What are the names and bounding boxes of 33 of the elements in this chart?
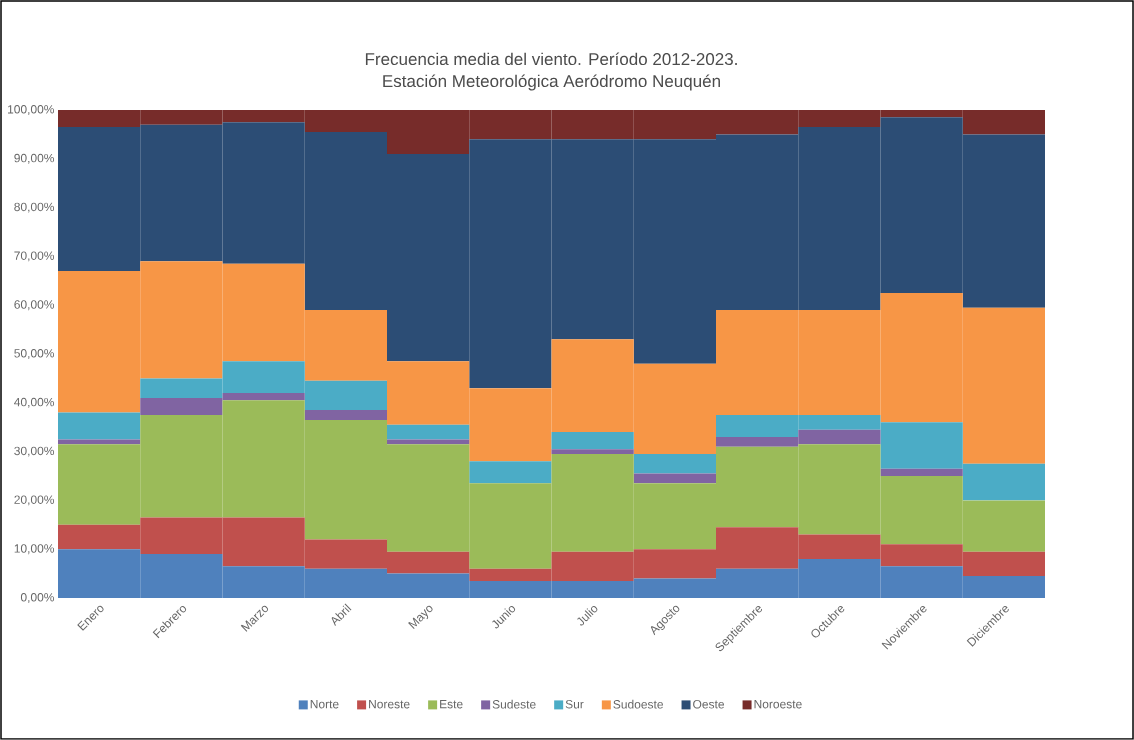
x-tick-label: Julio — [577, 605, 598, 626]
bar — [880, 468, 963, 476]
y-tick-label: 70,00% — [14, 251, 55, 262]
y-tick-label: 40,00% — [14, 397, 55, 408]
bar — [551, 449, 634, 455]
bar — [551, 432, 634, 450]
y-tick-label: 20,00% — [14, 495, 55, 506]
legend-label: Sur — [565, 699, 584, 709]
bar — [304, 410, 388, 420]
y-tick-label: 80,00% — [14, 202, 55, 213]
y-tick-label: 100,00% — [8, 105, 55, 115]
legend-label: Norte — [310, 700, 339, 709]
bar — [469, 461, 552, 484]
y-tick-label: 50,00% — [14, 349, 55, 359]
y-tick-label: 90,00% — [14, 153, 55, 164]
bar — [58, 412, 141, 440]
bar — [58, 439, 141, 445]
legend-label: Este — [440, 700, 463, 709]
legend-label: Sudeste — [492, 699, 536, 709]
legend-label: Noreste — [369, 700, 410, 709]
bar — [387, 439, 470, 445]
legend-label: Oeste — [693, 699, 725, 709]
y-tick-label: 60,00% — [14, 300, 55, 311]
y-tick-label: 30,00% — [14, 446, 55, 457]
y-tick-label: 0,00% — [20, 593, 55, 603]
bar — [387, 424, 470, 440]
y-tick-label: 10,00% — [14, 544, 55, 555]
legend-label: Noroeste — [754, 700, 802, 709]
bar — [633, 454, 717, 474]
bar — [633, 473, 717, 484]
legend-label: Sudoeste — [613, 699, 663, 709]
chart-title: Frecuencia media del viento. Período 2012-2023. — [365, 52, 737, 66]
chart-subtitle: Estación Meteorológica Aeródromo Neuquén — [383, 74, 720, 91]
